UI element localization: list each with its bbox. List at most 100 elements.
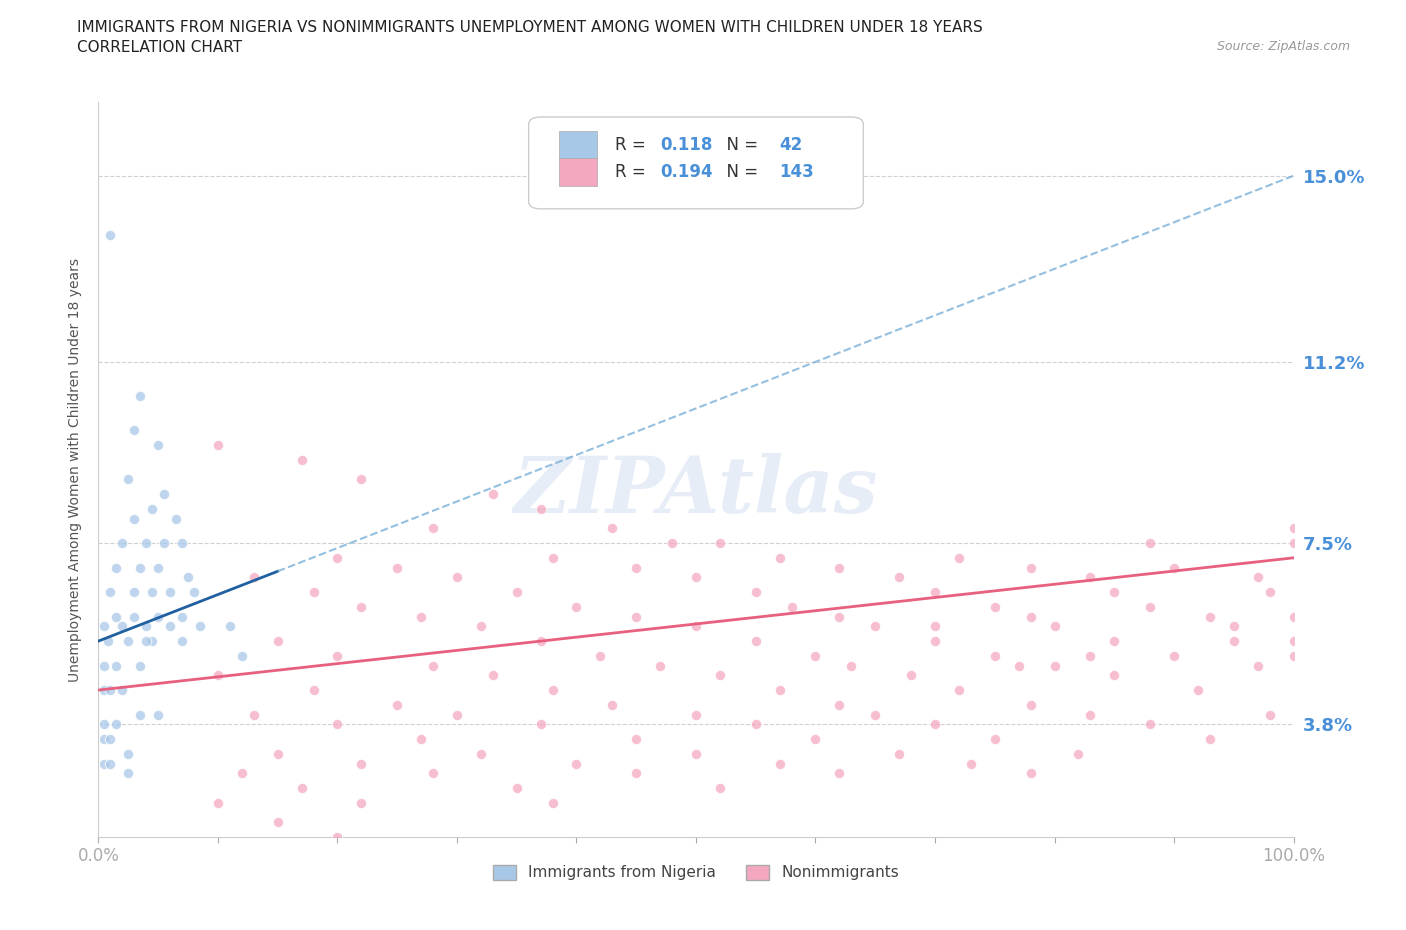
Point (1019, 698, 1042, 712)
Point (984, 732, 1007, 747)
Point (769, 756, 792, 771)
Point (117, 633, 139, 648)
Point (1019, 766, 1042, 781)
Point (769, 551, 792, 565)
Point (530, 633, 553, 648)
Point (98, 227, 122, 242)
Point (1199, 609, 1222, 624)
Point (828, 766, 851, 781)
Point (1019, 560, 1042, 575)
Point (841, 658, 863, 673)
Point (1043, 619, 1066, 634)
Point (385, 698, 409, 712)
Point (1067, 746, 1090, 761)
Point (165, 512, 187, 526)
Point (231, 766, 253, 781)
Point (267, 746, 290, 761)
Point (117, 766, 139, 781)
Point (661, 536, 683, 551)
Point (231, 648, 253, 663)
Point (1223, 633, 1246, 648)
Point (482, 668, 505, 683)
Point (589, 648, 612, 663)
FancyBboxPatch shape (558, 158, 596, 186)
Point (93, 619, 115, 634)
Point (446, 570, 468, 585)
Point (350, 756, 373, 771)
Point (1043, 658, 1066, 673)
Point (1104, 668, 1126, 683)
Point (98, 683, 122, 698)
Point (267, 815, 290, 830)
Point (267, 633, 290, 648)
Point (141, 633, 163, 648)
Point (804, 732, 827, 747)
Point (709, 536, 731, 551)
Text: IMMIGRANTS FROM NIGERIA VS NONIMMIGRANTS UNEMPLOYMENT AMONG WOMEN WITH CHILDREN : IMMIGRANTS FROM NIGERIA VS NONIMMIGRANTS… (77, 20, 983, 35)
Point (135, 633, 157, 648)
Point (1104, 633, 1126, 648)
Point (984, 599, 1007, 614)
Point (960, 756, 983, 771)
Point (302, 683, 325, 698)
Point (650, 658, 672, 673)
Point (924, 717, 946, 732)
Point (159, 619, 181, 634)
Point (1139, 717, 1161, 732)
Point (422, 658, 444, 673)
Point (350, 472, 373, 487)
Point (889, 570, 911, 585)
Point (1139, 536, 1161, 551)
Point (865, 619, 887, 634)
Point (141, 585, 163, 600)
Point (98, 732, 122, 747)
Point (565, 599, 588, 614)
Point (530, 717, 553, 732)
Point (148, 560, 170, 575)
Point (172, 536, 194, 551)
Point (135, 619, 157, 634)
Point (1199, 732, 1222, 747)
Point (124, 512, 146, 526)
Point (626, 560, 648, 575)
Point (207, 438, 229, 453)
Point (1080, 707, 1102, 722)
Point (93, 658, 115, 673)
Text: R =: R = (614, 163, 651, 181)
Point (411, 732, 433, 747)
Point (626, 766, 648, 781)
Text: 42: 42 (780, 136, 803, 153)
Point (129, 560, 152, 575)
Point (900, 668, 922, 683)
Point (780, 599, 803, 614)
Point (93, 756, 115, 771)
Point (93, 717, 115, 732)
Point (188, 619, 211, 634)
Point (291, 780, 314, 795)
Text: 0.194: 0.194 (661, 163, 713, 181)
Point (865, 707, 887, 722)
Point (98, 585, 122, 600)
Point (153, 486, 176, 501)
Point (1187, 683, 1209, 698)
Point (350, 599, 373, 614)
Point (1258, 707, 1281, 722)
Point (709, 668, 731, 683)
Text: CORRELATION CHART: CORRELATION CHART (77, 40, 242, 55)
Point (326, 717, 349, 732)
Point (93, 683, 115, 698)
Point (124, 585, 146, 600)
Point (1080, 648, 1102, 663)
Legend: Immigrants from Nigeria, Nonimmigrants: Immigrants from Nigeria, Nonimmigrants (485, 857, 907, 888)
Point (124, 609, 146, 624)
Point (984, 648, 1007, 663)
Point (804, 648, 827, 663)
Point (177, 570, 200, 585)
Point (745, 717, 768, 732)
Point (93, 732, 115, 747)
Point (1282, 648, 1305, 663)
Point (350, 795, 373, 810)
Point (124, 423, 146, 438)
Point (105, 658, 128, 673)
Point (1247, 570, 1270, 585)
